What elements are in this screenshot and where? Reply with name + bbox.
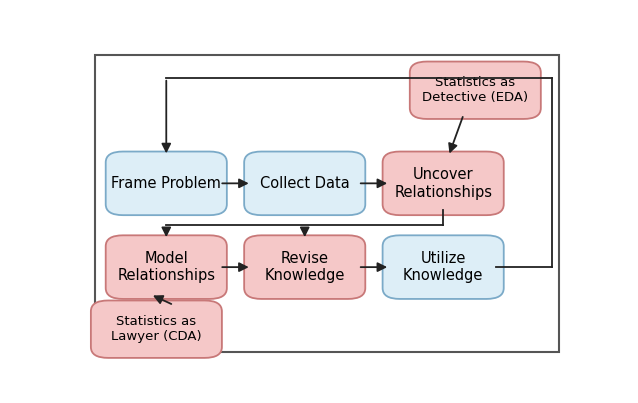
Text: Frame Problem: Frame Problem bbox=[112, 176, 221, 191]
FancyBboxPatch shape bbox=[244, 235, 366, 299]
Text: Collect Data: Collect Data bbox=[260, 176, 350, 191]
Text: Statistics as
Detective (EDA): Statistics as Detective (EDA) bbox=[422, 76, 528, 104]
FancyBboxPatch shape bbox=[244, 152, 366, 215]
Text: Revise
Knowledge: Revise Knowledge bbox=[265, 251, 345, 283]
FancyBboxPatch shape bbox=[383, 235, 504, 299]
FancyBboxPatch shape bbox=[106, 235, 227, 299]
Text: Statistics as
Lawyer (CDA): Statistics as Lawyer (CDA) bbox=[111, 315, 202, 343]
FancyBboxPatch shape bbox=[94, 54, 560, 353]
FancyBboxPatch shape bbox=[106, 152, 227, 215]
FancyBboxPatch shape bbox=[410, 62, 541, 119]
Text: Model
Relationships: Model Relationships bbox=[117, 251, 215, 283]
FancyBboxPatch shape bbox=[383, 152, 504, 215]
Text: Uncover
Relationships: Uncover Relationships bbox=[394, 167, 492, 199]
FancyBboxPatch shape bbox=[91, 301, 222, 358]
Text: Utilize
Knowledge: Utilize Knowledge bbox=[403, 251, 484, 283]
